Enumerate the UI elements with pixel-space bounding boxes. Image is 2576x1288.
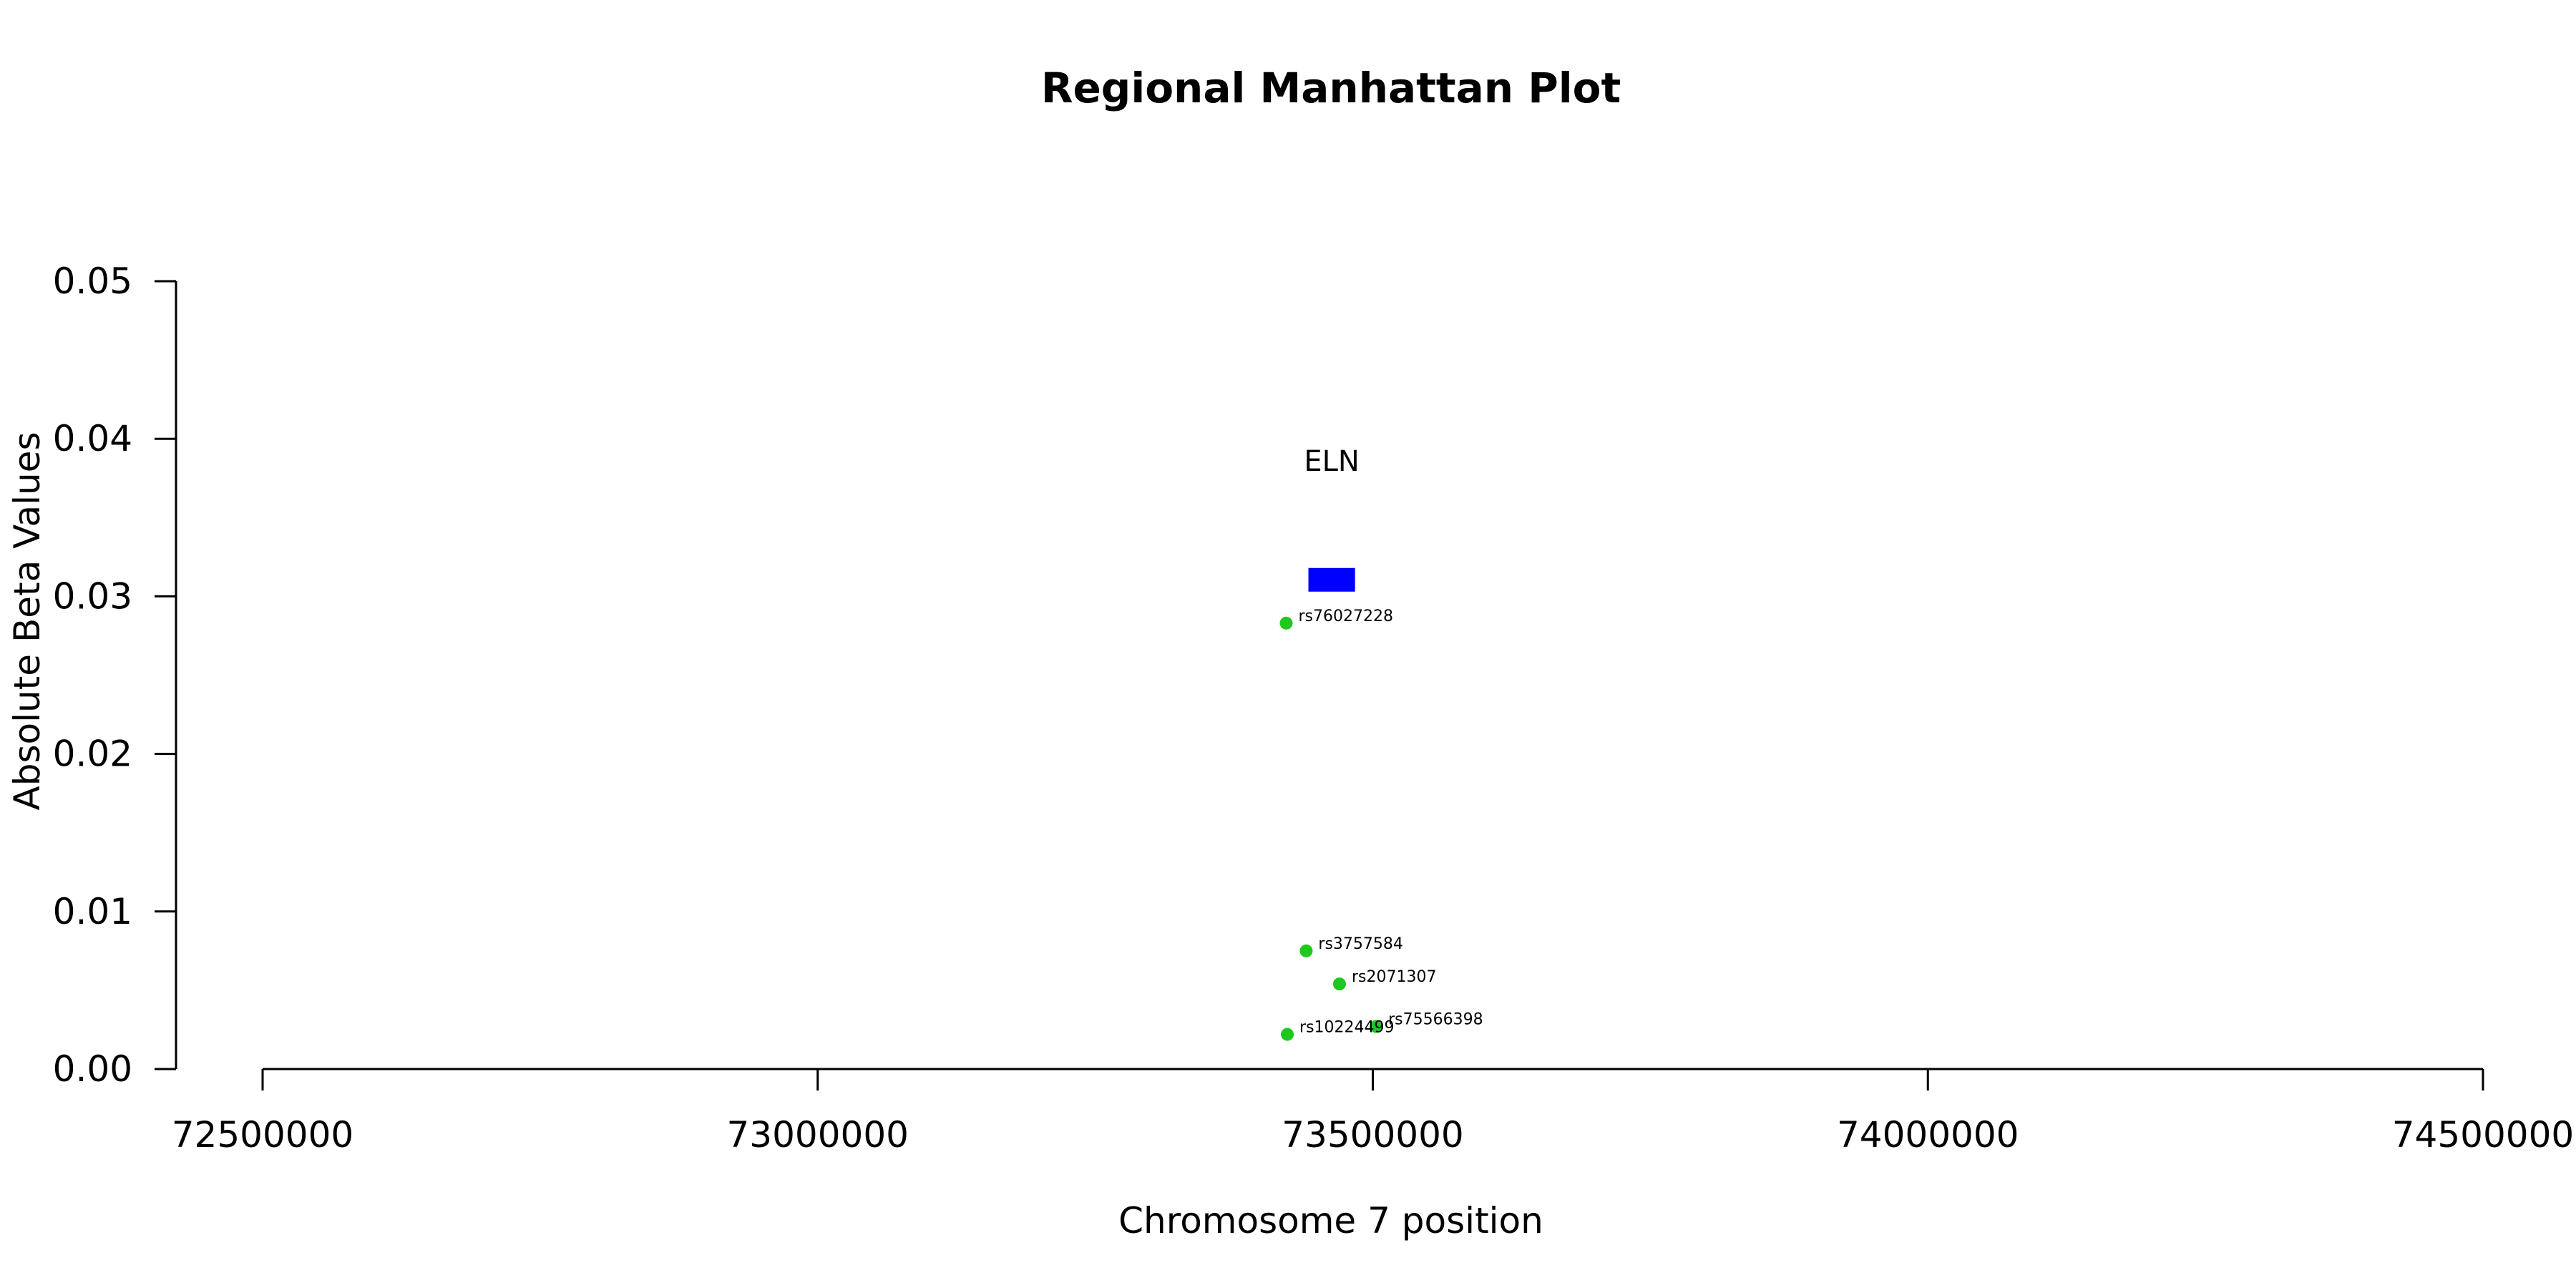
- x-tick-label: 73000000: [727, 1114, 909, 1156]
- y-tick-label: 0.03: [53, 575, 132, 617]
- snp-point: [1332, 977, 1346, 991]
- y-tick-label: 0.00: [53, 1048, 132, 1090]
- snp-label: rs2071307: [1352, 968, 1437, 986]
- y-tick-label: 0.04: [53, 418, 132, 459]
- y-tick-label: 0.05: [53, 260, 132, 302]
- snp-point: [1299, 944, 1313, 957]
- y-tick-label: 0.02: [53, 733, 132, 775]
- snp-point: [1370, 1020, 1383, 1033]
- snp-point: [1281, 1028, 1294, 1041]
- snp-points: rs76027228 rs3757584 rs2071307 rs75566398rs…: [1279, 608, 1483, 1041]
- x-tick-label: 74000000: [1837, 1114, 2019, 1156]
- x-tick-label: 74500000: [2392, 1114, 2575, 1156]
- snp-label: rs10224499: [1299, 1019, 1394, 1037]
- x-axis: 72500000 73000000 73500000 74000000 74500000: [172, 1068, 2575, 1156]
- x-tick-label: 73500000: [1282, 1114, 1464, 1156]
- gene-block-eln: [1308, 567, 1355, 592]
- y-axis: 0.00 0.01 0.02 0.03 0.04 0.05: [53, 260, 177, 1090]
- gene-track: ELN: [1304, 445, 1360, 592]
- snp-label: rs3757584: [1318, 935, 1403, 953]
- snp-label: rs75566398: [1388, 1011, 1483, 1029]
- snp-label: rs76027228: [1298, 608, 1392, 625]
- x-tick-label: 72500000: [172, 1114, 354, 1156]
- y-axis-label: Absolute Beta Values: [6, 432, 48, 811]
- gene-label: ELN: [1304, 445, 1359, 478]
- y-tick-label: 0.01: [53, 891, 132, 932]
- chart-title: Regional Manhattan Plot: [1041, 64, 1621, 112]
- x-axis-label: Chromosome 7 position: [1118, 1200, 1543, 1241]
- snp-point: [1279, 616, 1293, 630]
